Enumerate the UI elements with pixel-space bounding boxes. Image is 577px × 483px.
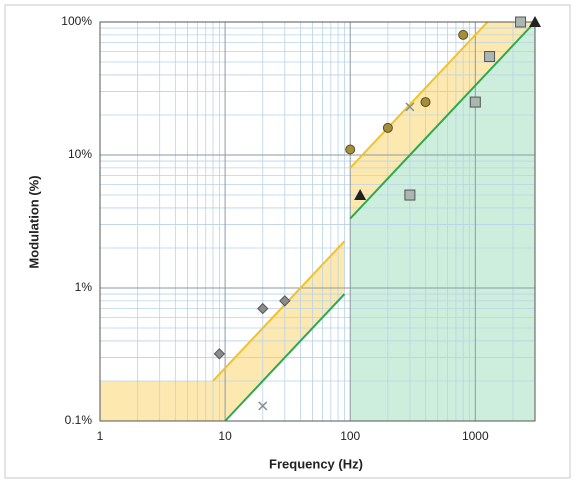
marker <box>258 401 268 411</box>
y-tick-label: 1% <box>75 280 93 294</box>
marker <box>484 51 496 63</box>
marker <box>279 295 291 307</box>
marker <box>515 16 527 28</box>
x-axis-title: Frequency (Hz) <box>269 456 363 471</box>
boundary-line <box>224 293 346 422</box>
x-tick-label: 100 <box>340 429 360 443</box>
zone-area <box>350 22 535 421</box>
marker <box>404 189 416 201</box>
marker <box>458 29 469 40</box>
boundary-line <box>349 21 489 169</box>
marker <box>213 348 226 360</box>
marker <box>382 122 393 133</box>
marker <box>420 97 431 108</box>
y-tick-label: 10% <box>68 147 92 161</box>
marker <box>345 144 356 155</box>
boundary-line <box>349 21 536 220</box>
x-tick-label: 10 <box>218 429 232 443</box>
x-tick-label: 1 <box>97 429 104 443</box>
y-tick-label: 0.1% <box>65 413 93 427</box>
marker <box>257 302 269 315</box>
marker <box>529 16 541 27</box>
x-tick-label: 1000 <box>462 429 489 443</box>
marker <box>405 102 415 112</box>
boundary-line <box>212 240 346 382</box>
marker <box>354 189 367 201</box>
zone-area <box>100 241 345 421</box>
y-tick-label: 100% <box>61 14 92 28</box>
y-axis-title: Modulation (%) <box>26 175 41 268</box>
marker <box>469 96 481 108</box>
plot-border <box>99 21 536 422</box>
